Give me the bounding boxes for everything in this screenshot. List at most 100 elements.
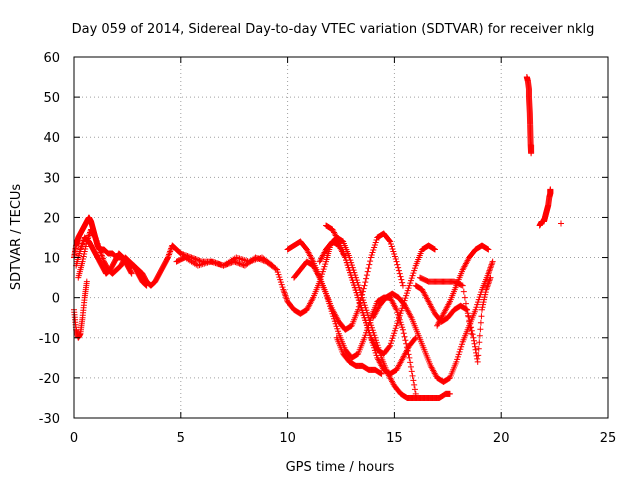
data-point xyxy=(474,301,481,308)
data-point xyxy=(480,301,487,308)
y-axis-label: SDTVAR / TECUs xyxy=(9,184,24,291)
data-point xyxy=(528,142,535,149)
data-point xyxy=(363,319,370,326)
data-point xyxy=(358,304,365,311)
data-point xyxy=(354,292,361,299)
data-point xyxy=(368,337,375,344)
data-point xyxy=(396,270,403,277)
data-point xyxy=(371,344,378,351)
data-point xyxy=(359,307,366,314)
data-point xyxy=(343,257,350,264)
series-late-steep xyxy=(434,242,492,329)
data-point xyxy=(362,317,369,324)
y-tick-label: -30 xyxy=(39,412,60,427)
y-tick-label: 60 xyxy=(43,51,60,66)
data-point xyxy=(455,351,462,358)
data-point xyxy=(391,251,398,258)
x-tick-label: 0 xyxy=(70,431,78,446)
data-point xyxy=(320,266,327,273)
data-point xyxy=(327,305,334,312)
data-point xyxy=(405,285,412,292)
data-point xyxy=(484,246,491,253)
data-point xyxy=(82,246,89,253)
data-point xyxy=(387,241,394,248)
data-point xyxy=(470,337,477,344)
data-point xyxy=(392,325,399,332)
data-point xyxy=(83,278,90,285)
data-point xyxy=(399,282,406,289)
data-point xyxy=(369,249,376,256)
data-point xyxy=(342,254,349,261)
data-point xyxy=(473,304,480,311)
data-point xyxy=(476,339,483,346)
data-point xyxy=(193,256,200,263)
data-point xyxy=(128,269,135,276)
data-point xyxy=(400,330,407,337)
data-point xyxy=(327,303,334,310)
data-point xyxy=(369,339,376,346)
data-point xyxy=(406,282,413,289)
data-point xyxy=(399,324,406,331)
data-point xyxy=(395,315,402,322)
data-point xyxy=(269,262,276,269)
data-point xyxy=(181,255,188,262)
data-point xyxy=(360,312,367,319)
data-point xyxy=(398,276,405,283)
data-point xyxy=(431,246,438,253)
data-point xyxy=(372,239,379,246)
data-point xyxy=(357,302,364,309)
data-point xyxy=(279,284,286,291)
data-point xyxy=(402,337,409,344)
data-point xyxy=(410,377,417,384)
data-point xyxy=(410,270,417,277)
data-point xyxy=(467,324,474,331)
data-point xyxy=(387,342,394,349)
data-point xyxy=(372,349,379,356)
data-point xyxy=(128,270,135,277)
data-point xyxy=(389,246,396,253)
data-point xyxy=(479,304,486,311)
data-point xyxy=(388,337,395,344)
data-point xyxy=(465,312,472,319)
data-point xyxy=(463,306,470,313)
data-point xyxy=(461,294,468,301)
x-tick-label: 10 xyxy=(279,431,296,446)
data-point xyxy=(363,272,370,279)
series-arc-7 xyxy=(370,258,496,385)
data-point xyxy=(325,298,332,305)
data-point xyxy=(328,308,335,315)
data-point xyxy=(477,319,484,326)
data-point xyxy=(397,310,404,317)
data-point xyxy=(476,332,483,339)
data-point xyxy=(403,292,410,299)
data-point xyxy=(459,282,466,289)
data-point xyxy=(458,343,465,350)
plot-frame xyxy=(73,56,609,419)
y-tick-label: -20 xyxy=(39,372,60,387)
data-point xyxy=(347,269,354,276)
data-point xyxy=(333,323,340,330)
data-point xyxy=(79,258,86,265)
data-point xyxy=(370,247,377,254)
data-point xyxy=(407,280,414,287)
data-point xyxy=(453,358,460,365)
data-point xyxy=(395,267,402,274)
data-point xyxy=(359,291,366,298)
data-point xyxy=(390,248,397,255)
data-point xyxy=(411,381,418,388)
data-point xyxy=(359,309,366,316)
data-point xyxy=(394,261,401,268)
data-point xyxy=(465,313,472,320)
y-tick-label: 10 xyxy=(43,252,60,267)
y-tick-label: -10 xyxy=(39,332,60,347)
data-point xyxy=(373,352,380,359)
data-point xyxy=(468,324,475,331)
data-point xyxy=(396,312,403,319)
data-point xyxy=(393,322,400,329)
data-point xyxy=(408,275,415,282)
data-point xyxy=(387,238,394,245)
data-point xyxy=(395,264,402,271)
data-point xyxy=(446,390,453,397)
data-point xyxy=(482,289,489,296)
